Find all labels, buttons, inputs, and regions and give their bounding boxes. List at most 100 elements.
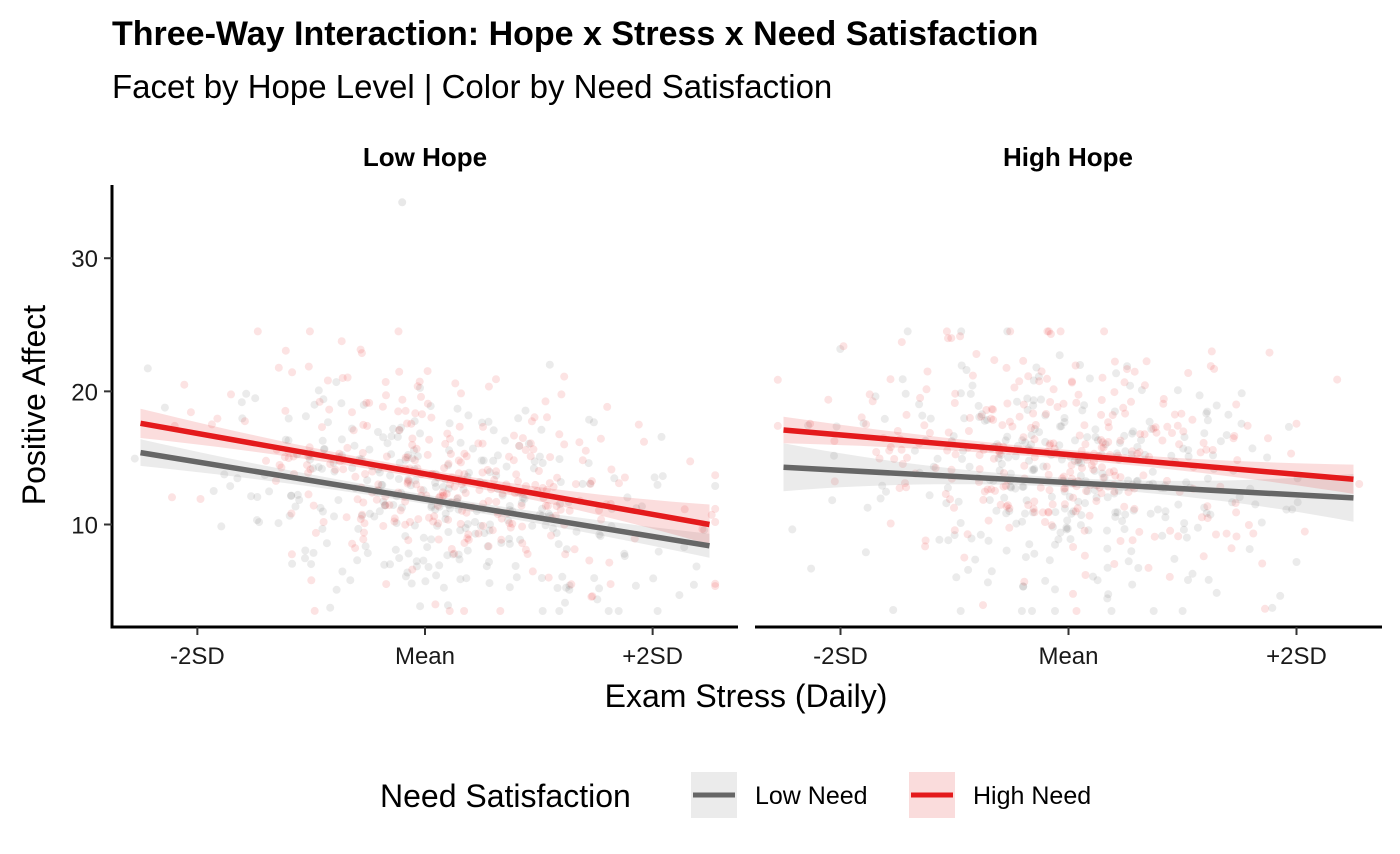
data-point-low-need [453,494,462,503]
fit-line-low-need [140,449,710,549]
data-point-low-need [1121,510,1130,519]
data-point-low-need [1089,572,1097,581]
data-point-low-need [445,419,454,428]
data-point-low-need [375,468,384,477]
data-point-low-need [1263,453,1272,462]
y-tick-label: 20 [71,379,98,406]
data-point-high-need [517,501,526,510]
data-point-high-need [1043,327,1052,336]
data-point-high-need [444,459,453,468]
data-point-low-need [1090,466,1099,475]
data-point-high-need [1244,521,1253,529]
data-point-high-need [588,592,597,601]
data-point-low-need [950,531,959,540]
data-point-high-need [1232,400,1241,409]
data-point-low-need [631,581,640,590]
data-point-low-need [974,401,983,410]
data-point-high-need [546,453,555,462]
data-point-high-need [360,519,369,528]
data-point-high-need [1029,409,1038,418]
data-point-high-need [1135,448,1144,457]
data-point-high-need [964,427,973,435]
data-point-high-need [508,519,517,528]
data-point-high-need [711,582,720,591]
data-point-low-need [1045,556,1054,565]
data-point-high-need [358,510,367,519]
data-point-high-need [253,327,262,336]
data-point-high-need [463,534,472,543]
data-point-high-need [1036,483,1045,492]
data-point-low-need [374,428,382,436]
data-point-high-need [950,503,958,512]
data-point-high-need [585,556,594,565]
data-point-low-need [288,559,297,568]
data-point-low-need [1133,476,1142,485]
data-point-low-need [395,458,404,467]
facet-strip-label: High Hope [1003,142,1133,172]
data-point-low-need [1023,405,1032,414]
data-point-low-need [431,505,440,514]
data-point-high-need [1082,487,1091,495]
data-point-high-need [925,428,934,437]
data-point-low-need [1007,483,1016,492]
data-point-low-need [1204,575,1213,584]
data-point-low-need [453,404,462,413]
data-point-high-need [1104,423,1113,432]
data-point-low-need [549,524,557,533]
data-point-high-need [530,413,539,422]
data-point-low-need [1018,517,1027,526]
data-point-high-need [538,484,547,492]
data-point-low-need [1025,540,1034,549]
data-point-high-need [1188,415,1197,424]
data-point-low-need [1206,510,1215,519]
data-point-high-need [1060,500,1069,509]
data-point-low-need [463,520,472,529]
data-point-low-need [1030,464,1039,473]
data-point-low-need [337,399,346,408]
data-point-high-need [534,467,543,475]
data-point-low-need [401,532,410,541]
data-point-low-need [1170,554,1179,563]
data-point-low-need [1209,451,1217,460]
data-point-high-need [1075,431,1084,440]
data-point-low-need [1147,425,1156,433]
data-point-high-need [557,390,566,399]
data-point-high-need [1199,438,1208,447]
data-point-low-need [524,439,533,448]
data-point-low-need [393,432,402,441]
data-point-high-need [526,439,535,448]
data-point-high-need [1030,453,1039,462]
data-point-low-need [1288,505,1297,514]
data-point-high-need [1196,448,1205,457]
data-point-low-need [516,535,525,544]
data-point-low-need [456,438,465,447]
data-point-high-need [902,410,911,419]
data-point-high-need [505,452,513,461]
data-point-high-need [1044,508,1053,517]
data-point-low-need [377,480,386,489]
data-point-high-need [901,479,909,488]
data-point-low-need [359,400,368,409]
data-point-high-need [385,501,394,510]
data-point-high-need [521,545,530,554]
data-point-high-need [1080,526,1089,535]
data-point-high-need [1212,530,1220,539]
data-point-low-need [971,555,980,564]
data-point-high-need [430,512,439,521]
x-tick-label: -2SD [170,643,225,670]
data-point-high-need [382,391,390,400]
data-point-low-need [700,525,709,534]
data-point-high-need [1049,439,1058,448]
data-point-low-need [1120,431,1129,440]
data-point-high-need [989,454,998,463]
data-point-low-need [1021,438,1030,447]
data-point-low-need [1076,361,1084,369]
data-point-high-need [505,519,514,528]
data-point-high-need [303,461,311,470]
data-point-high-need [271,476,280,485]
data-point-high-need [418,410,426,419]
data-point-low-need [427,503,436,512]
data-point-high-need [897,338,906,347]
data-point-high-need [606,580,615,589]
data-point-high-need [979,495,988,504]
